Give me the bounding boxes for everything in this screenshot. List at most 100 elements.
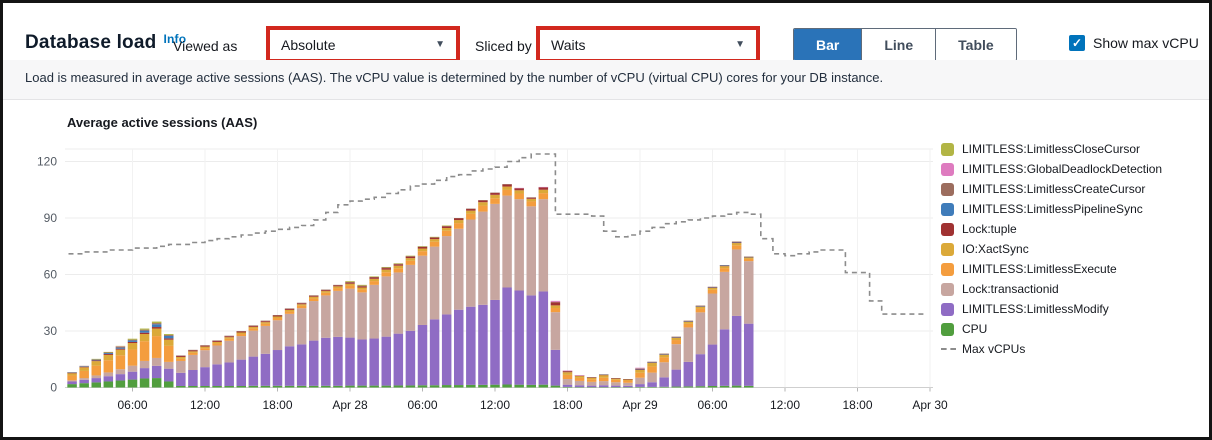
bar-segment[interactable] xyxy=(393,263,404,264)
bar-segment[interactable] xyxy=(333,285,343,287)
bar-segment[interactable] xyxy=(188,352,198,355)
bar-segment[interactable] xyxy=(550,302,561,306)
bar-segment[interactable] xyxy=(369,281,379,285)
bar-segment[interactable] xyxy=(115,348,126,350)
bar-segment[interactable] xyxy=(357,286,367,288)
bar-segment[interactable] xyxy=(91,361,102,366)
bar-segment[interactable] xyxy=(139,368,150,379)
bar-segment[interactable] xyxy=(212,343,222,346)
bar-segment[interactable] xyxy=(695,354,706,387)
bar-segment[interactable] xyxy=(309,298,319,302)
bar-segment[interactable] xyxy=(79,379,89,384)
bar-segment[interactable] xyxy=(333,336,343,386)
bar-segment[interactable] xyxy=(91,358,102,360)
bar-segment[interactable] xyxy=(417,248,428,252)
bar-segment[interactable] xyxy=(79,383,89,388)
bar-segment[interactable] xyxy=(514,190,524,194)
bar-segment[interactable] xyxy=(357,284,367,286)
bar-segment[interactable] xyxy=(248,325,259,326)
bar-segment[interactable] xyxy=(357,385,367,388)
bar-segment[interactable] xyxy=(550,300,561,302)
bar-segment[interactable] xyxy=(115,347,126,349)
bar-segment[interactable] xyxy=(79,365,89,367)
bar-segment[interactable] xyxy=(67,381,77,385)
bar-segment[interactable] xyxy=(514,187,524,189)
bar-segment[interactable] xyxy=(345,281,355,282)
bar-segment[interactable] xyxy=(151,336,162,358)
bar-segment[interactable] xyxy=(369,277,379,279)
bar-segment[interactable] xyxy=(490,192,500,195)
bar-segment[interactable] xyxy=(405,264,416,331)
bar-segment[interactable] xyxy=(731,249,742,316)
bar-segment[interactable] xyxy=(550,308,561,313)
bar-segment[interactable] xyxy=(599,381,609,386)
bar-segment[interactable] xyxy=(538,187,549,190)
bar-segment[interactable] xyxy=(574,377,585,381)
bar-segment[interactable] xyxy=(188,354,198,370)
bar-segment[interactable] xyxy=(345,281,355,283)
bar-segment[interactable] xyxy=(466,210,476,214)
aas-chart-svg[interactable]: 0 30 60 90 120 06:00 12:00 18:00 Apr 28 06:00 12:0… xyxy=(3,131,948,423)
bar-segment[interactable] xyxy=(321,337,331,386)
bar-segment[interactable] xyxy=(502,184,512,185)
bar-segment[interactable] xyxy=(683,321,694,322)
bar-segment[interactable] xyxy=(611,379,621,383)
bar-segment[interactable] xyxy=(103,353,114,354)
bar-segment[interactable] xyxy=(309,295,319,297)
bar-segment[interactable] xyxy=(188,350,198,352)
bar-segment[interactable] xyxy=(139,341,150,361)
bar-segment[interactable] xyxy=(538,291,549,385)
bar-segment[interactable] xyxy=(490,203,500,300)
bar-segment[interactable] xyxy=(127,371,138,380)
bar-segment[interactable] xyxy=(683,320,694,322)
bar-segment[interactable] xyxy=(333,385,343,388)
bar-segment[interactable] xyxy=(671,336,682,338)
bar-segment[interactable] xyxy=(429,385,440,388)
bar-segment[interactable] xyxy=(103,354,114,361)
bar-segment[interactable] xyxy=(91,359,102,360)
bar-segment[interactable] xyxy=(514,193,524,200)
bar-segment[interactable] xyxy=(333,288,343,291)
bar-segment[interactable] xyxy=(357,339,367,386)
bar-segment[interactable] xyxy=(79,370,89,379)
bar-segment[interactable] xyxy=(224,385,234,388)
bar-segment[interactable] xyxy=(405,330,416,386)
bar-segment[interactable] xyxy=(284,308,295,309)
bar-segment[interactable] xyxy=(574,385,585,388)
bar-segment[interactable] xyxy=(454,220,464,224)
bar-segment[interactable] xyxy=(429,237,440,240)
bar-segment[interactable] xyxy=(236,359,247,386)
bar-segment[interactable] xyxy=(490,192,500,194)
bar-segment[interactable] xyxy=(200,385,210,388)
bar-segment[interactable] xyxy=(176,372,186,386)
bar-segment[interactable] xyxy=(599,387,609,388)
bar-segment[interactable] xyxy=(599,374,609,375)
bar-segment[interactable] xyxy=(188,369,198,386)
bar-segment[interactable] xyxy=(393,272,404,334)
bar-segment[interactable] xyxy=(429,319,440,386)
bar-segment[interactable] xyxy=(333,286,343,289)
bar-segment[interactable] xyxy=(200,367,210,386)
bar-segment[interactable] xyxy=(381,272,392,277)
bar-segment[interactable] xyxy=(321,291,331,293)
bar-segment[interactable] xyxy=(260,320,271,322)
bar-segment[interactable] xyxy=(296,305,307,309)
bar-segment[interactable] xyxy=(79,367,89,371)
bar-segment[interactable] xyxy=(151,327,162,329)
bar-segment[interactable] xyxy=(236,332,247,335)
bar-segment[interactable] xyxy=(188,349,198,351)
bar-segment[interactable] xyxy=(671,369,682,387)
bar-segment[interactable] xyxy=(623,379,633,380)
bar-segment[interactable] xyxy=(248,325,259,327)
bar-segment[interactable] xyxy=(79,366,89,367)
bar-segment[interactable] xyxy=(296,308,307,345)
bar-segment[interactable] xyxy=(707,287,718,290)
bar-segment[interactable] xyxy=(707,344,718,386)
bar-segment[interactable] xyxy=(502,287,512,385)
bar-segment[interactable] xyxy=(321,292,331,296)
bar-segment[interactable] xyxy=(695,312,706,355)
bar-segment[interactable] xyxy=(272,350,283,386)
bar-segment[interactable] xyxy=(526,201,537,207)
bar-segment[interactable] xyxy=(744,323,754,386)
bar-segment[interactable] xyxy=(369,278,379,282)
